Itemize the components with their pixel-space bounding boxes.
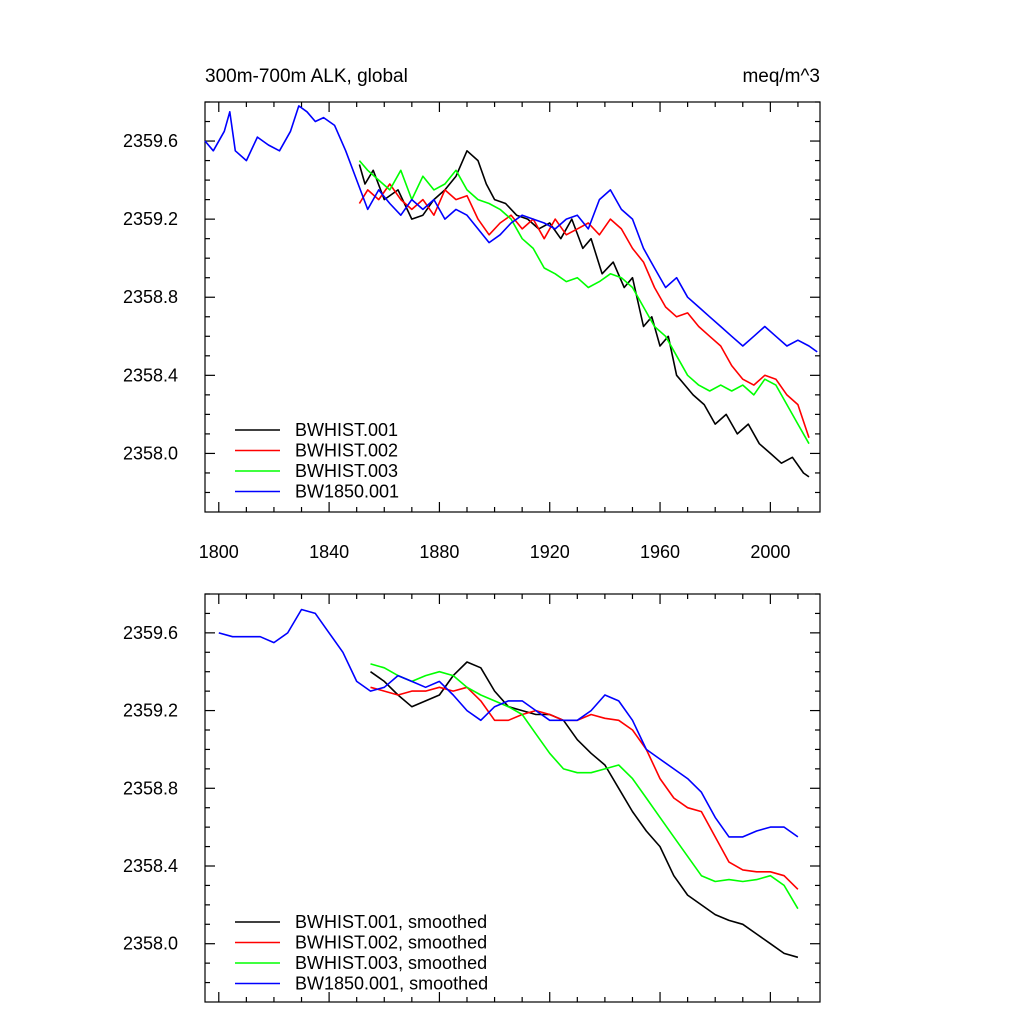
x-tick-label: 1960 [640, 542, 680, 562]
x-tick-label: 1920 [530, 542, 570, 562]
y-tick-label: 2359.6 [123, 623, 178, 643]
plot-frame [204, 593, 821, 1003]
legend-label: BW1850.001 [295, 482, 399, 502]
y-tick-label: 2358.8 [123, 287, 178, 307]
top-panel-title: 300m-700m ALK, global [205, 66, 408, 87]
series-line [370, 663, 799, 910]
y-tick-label: 2359.6 [123, 131, 178, 151]
y-tick-label: 2359.2 [123, 209, 178, 229]
legend-label: BWHIST.001 [295, 420, 398, 440]
legend-label: BWHIST.002, smoothed [295, 933, 487, 953]
series-line [358, 150, 810, 478]
series-line [358, 183, 810, 439]
series-line [204, 105, 818, 353]
y-tick-label: 2358.0 [123, 443, 178, 463]
legend-label: BWHIST.002 [295, 441, 398, 461]
x-tick-label: 1880 [419, 542, 459, 562]
bottom-panel: 2358.0 2358.4 2358.8 2359.2 2359.6 BWHIST.001… [123, 593, 821, 1003]
series-line [358, 160, 810, 445]
y-tick-label: 2359.2 [123, 701, 178, 721]
series-line [370, 686, 799, 890]
y-tick-label: 2358.8 [123, 778, 178, 798]
top-panel: 1800 1840 1880 1920 1960 2000 2358.0 2358.4 2358… [123, 101, 821, 562]
legend-label: BW1850.001, smoothed [295, 974, 488, 994]
legend-label: BWHIST.003 [295, 461, 398, 481]
x-tick-label: 1840 [309, 542, 349, 562]
plot-frame [204, 101, 821, 513]
top-panel-units: meq/m^3 [742, 66, 820, 87]
y-tick-label: 2358.0 [123, 934, 178, 954]
series-line [370, 661, 799, 959]
series-line [218, 608, 799, 838]
y-tick-label: 2358.4 [123, 365, 178, 385]
x-tick-label: 1800 [199, 542, 239, 562]
legend-label: BWHIST.003, smoothed [295, 953, 487, 973]
x-tick-label: 2000 [750, 542, 790, 562]
legend-label: BWHIST.001, smoothed [295, 912, 487, 932]
y-tick-label: 2358.4 [123, 856, 178, 876]
